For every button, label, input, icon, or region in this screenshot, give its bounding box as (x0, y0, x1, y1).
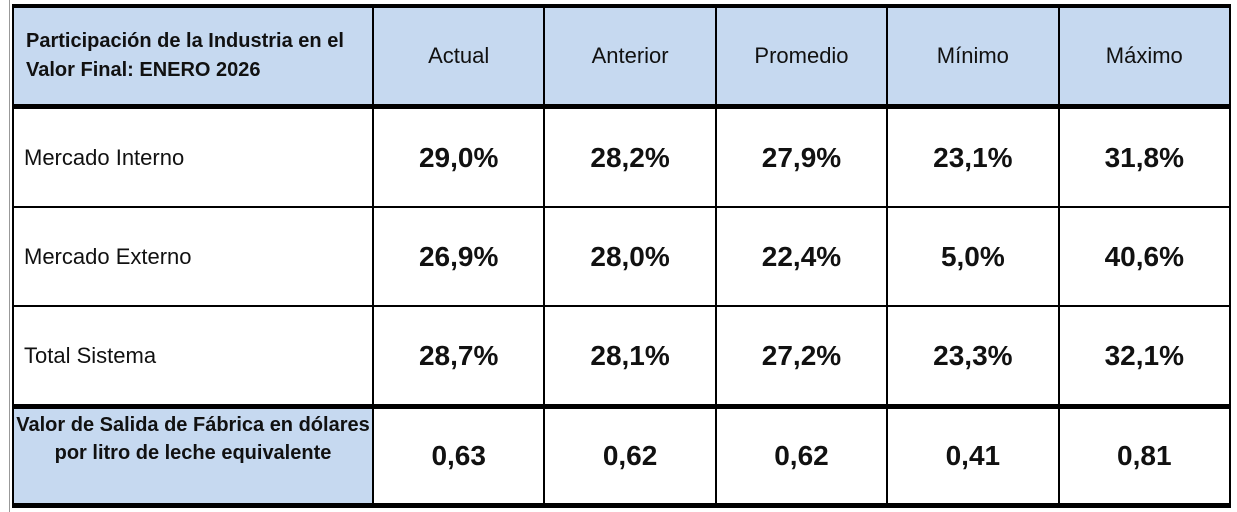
value-cell: 5,0% (886, 206, 1060, 307)
value-cell: 0,62 (543, 404, 717, 508)
header-row: Participación de la Industria en el Valo… (12, 4, 1232, 109)
value-cell: 23,3% (886, 305, 1060, 408)
value-cell: 40,6% (1057, 206, 1232, 307)
column-header: Actual (371, 4, 546, 109)
value-cell: 0,62 (714, 404, 889, 508)
value-cell: 28,1% (543, 305, 717, 408)
value-cell: 32,1% (1057, 305, 1232, 408)
value-cell: 27,9% (714, 105, 889, 208)
value-cell: 23,1% (886, 105, 1060, 208)
row-label: Total Sistema (12, 305, 374, 408)
column-header: Mínimo (886, 4, 1060, 109)
value-cell: 0,41 (886, 404, 1060, 508)
header-title: Participación de la Industria en el Valo… (12, 4, 374, 109)
value-cell: 0,63 (371, 404, 546, 508)
table-row: Mercado Interno 29,0% 28,2% 27,9% 23,1% 31,8% (12, 105, 1232, 208)
column-header: Máximo (1057, 4, 1232, 109)
value-cell: 26,9% (371, 206, 546, 307)
value-cell: 27,2% (714, 305, 889, 408)
value-cell: 22,4% (714, 206, 889, 307)
table-row: Valor de Salida de Fábrica en dólares po… (12, 404, 1232, 508)
column-header: Promedio (714, 4, 889, 109)
table-row: Total Sistema 28,7% 28,1% 27,2% 23,3% 32,1% (12, 305, 1232, 408)
value-cell: 29,0% (371, 105, 546, 208)
value-cell: 31,8% (1057, 105, 1232, 208)
table-body: Mercado Interno 29,0% 28,2% 27,9% 23,1% 31,8%… (12, 105, 1232, 508)
value-cell: 0,81 (1057, 404, 1232, 508)
value-cell: 28,7% (371, 305, 546, 408)
row-label: Mercado Interno (12, 105, 374, 208)
row-label: Mercado Externo (12, 206, 374, 307)
table-row: Mercado Externo 26,9% 28,0% 22,4% 5,0% 40,6% (12, 206, 1232, 307)
column-header: Anterior (543, 4, 717, 109)
sheet-edge (9, 0, 10, 512)
row-label: Valor de Salida de Fábrica en dólares po… (12, 404, 374, 508)
value-cell: 28,0% (543, 206, 717, 307)
data-table: Participación de la Industria en el Valo… (12, 4, 1232, 508)
value-cell: 28,2% (543, 105, 717, 208)
